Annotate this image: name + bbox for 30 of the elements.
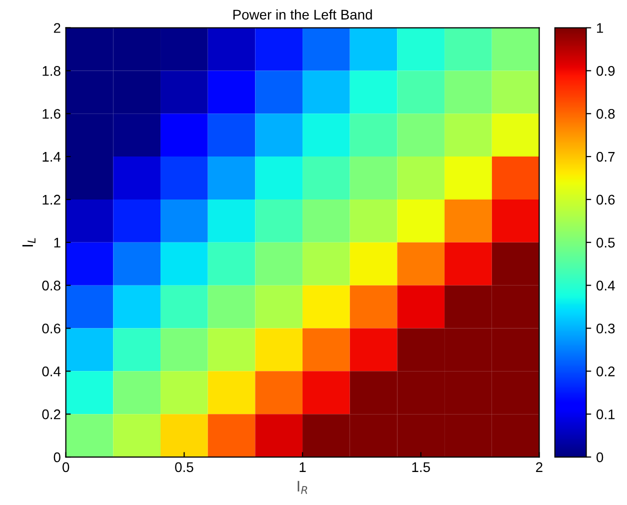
color-bar-label: 0.7	[596, 152, 615, 162]
color-bar-label: 0.3	[596, 324, 615, 334]
color-bar-label: 0.2	[596, 366, 615, 376]
color-bar-label: 0	[596, 452, 604, 462]
y-tick-label: 0.6	[42, 324, 60, 334]
y-tick-label: 2	[54, 23, 60, 33]
y-tick-label: 0.8	[42, 280, 60, 290]
y-tick-label: 1	[54, 238, 60, 248]
x-tick-label: 1.5	[412, 462, 430, 472]
color-bar-label: 0.9	[596, 66, 615, 76]
x-tick-label: 0.5	[175, 462, 194, 472]
y-tick-label: 0	[54, 452, 60, 462]
x-tick-label: 2	[536, 462, 542, 472]
y-tick-label: 0.4	[42, 366, 61, 376]
color-bar-label: 0.4	[596, 280, 615, 290]
color-bar-label: 0.6	[596, 194, 615, 205]
x-axis-title: I$_{R}$	[298, 480, 308, 494]
chart-title: Power in the Left Band	[233, 9, 372, 20]
y-tick-label: 1.4	[42, 152, 61, 162]
color-bar-label: 1	[597, 23, 604, 33]
color-bar-label: 0.5	[596, 238, 615, 248]
y-axis-title: I$_{L}$	[22, 238, 36, 246]
y-tick-label: 1.6	[42, 108, 60, 119]
y-tick-label: 1.2	[42, 194, 60, 205]
x-tick-label: 1	[300, 462, 306, 472]
y-tick-label: 0.2	[42, 409, 60, 420]
y-tick-label: 1.8	[42, 66, 60, 76]
x-tick-label: 0	[62, 462, 70, 472]
color-bar-label: 0.1	[596, 409, 615, 420]
color-bar-label: 0.8	[596, 108, 615, 119]
